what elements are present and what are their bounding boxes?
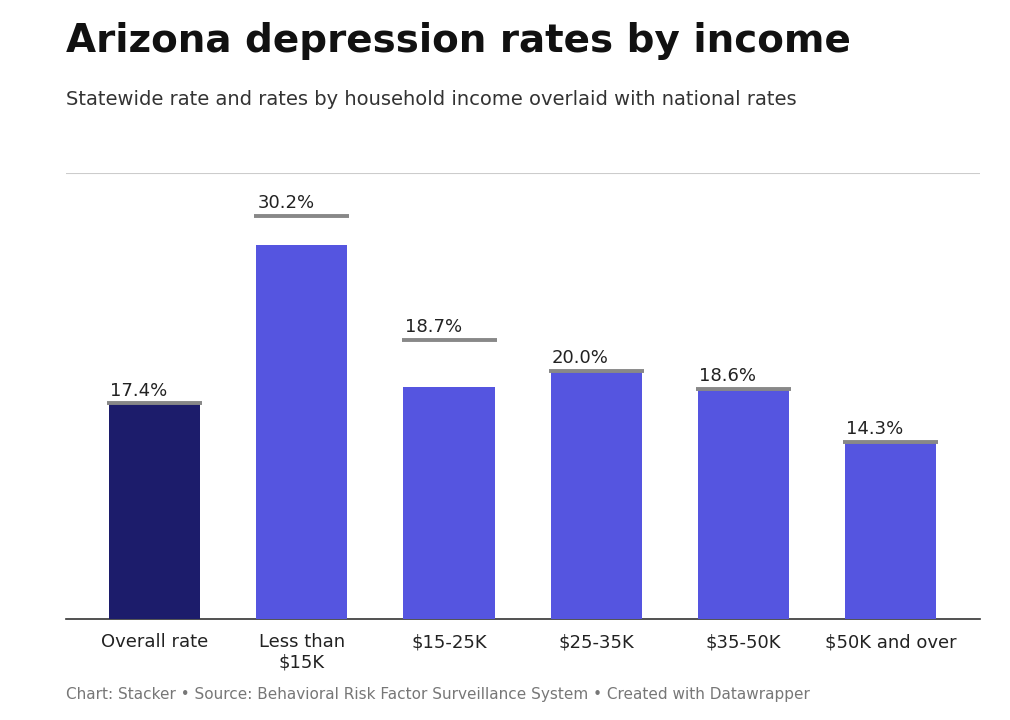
Text: Statewide rate and rates by household income overlaid with national rates: Statewide rate and rates by household in…: [66, 90, 796, 109]
Text: 18.7%: 18.7%: [405, 318, 462, 336]
Bar: [550, 372, 642, 619]
Bar: [845, 442, 936, 619]
Text: 20.0%: 20.0%: [551, 349, 609, 367]
Text: Chart: Stacker • Source: Behavioral Risk Factor Surveillance System • Created wi: Chart: Stacker • Source: Behavioral Risk…: [66, 687, 810, 702]
Text: 18.6%: 18.6%: [699, 366, 755, 384]
Bar: [257, 245, 347, 619]
Text: Arizona depression rates by income: Arizona depression rates by income: [66, 22, 850, 60]
Text: 30.2%: 30.2%: [258, 194, 314, 212]
Text: 14.3%: 14.3%: [846, 420, 903, 438]
Bar: [109, 403, 200, 619]
Bar: [403, 387, 495, 619]
Bar: [698, 389, 789, 619]
Text: 17.4%: 17.4%: [110, 382, 168, 400]
